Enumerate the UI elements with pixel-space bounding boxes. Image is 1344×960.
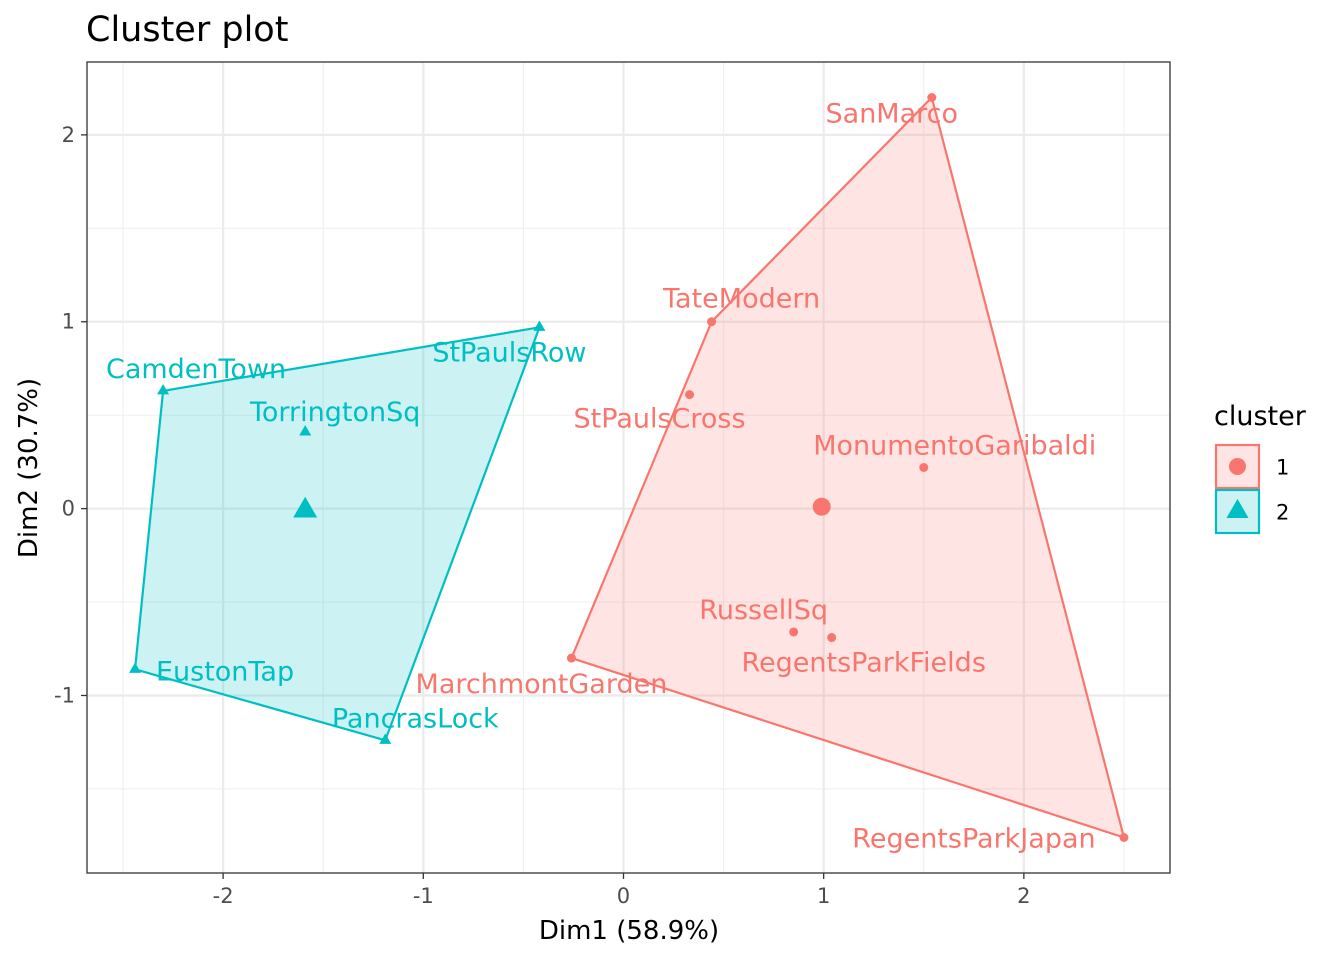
point-label: StPaulsRow	[432, 337, 586, 368]
grid-minor	[87, 62, 1170, 873]
point-label: PancrasLock	[332, 703, 499, 734]
cluster-1-point	[927, 93, 937, 103]
cluster-2-point	[157, 384, 170, 395]
x-tick-label: 2	[1017, 884, 1030, 908]
legend: cluster 1 2	[1214, 401, 1307, 535]
point-label: RussellSq	[699, 595, 828, 626]
chart-title: Cluster plot	[86, 10, 288, 50]
legend-label-2: 2	[1276, 501, 1289, 525]
cluster-1-point	[707, 317, 717, 327]
point-label: MonumentoGaribaldi	[813, 431, 1096, 462]
cluster-2-point	[299, 425, 312, 436]
cluster-2-point	[533, 320, 546, 331]
x-tick-label: 1	[817, 884, 830, 908]
y-tick-label: 0	[62, 497, 75, 521]
y-tick-label: 1	[62, 310, 75, 334]
point-label: RegentsParkFields	[741, 648, 985, 679]
y-tick-label: 2	[62, 123, 75, 147]
x-axis: -2 -1 0 1 2	[213, 873, 1031, 908]
grid-major	[87, 62, 1170, 873]
plot-panel: SanMarco TateModern StPaulsCross MonumentoG…	[86, 61, 1171, 874]
cluster-2-center	[293, 496, 318, 518]
legend-symbol-2	[1226, 498, 1249, 518]
point-label: RegentsParkJapan	[852, 823, 1095, 854]
panel-border	[86, 61, 1171, 874]
legend-symbol-1	[1229, 458, 1246, 475]
point-labels: SanMarco TateModern StPaulsCross MonumentoG…	[106, 99, 1096, 855]
cluster-1-point	[685, 390, 695, 400]
point-label: SanMarco	[826, 99, 959, 130]
x-tick-label: -1	[413, 884, 434, 908]
x-tick-label: -2	[213, 884, 234, 908]
y-tick-label: -1	[54, 683, 75, 707]
cluster-points	[129, 93, 1129, 842]
cluster-1-point	[789, 627, 799, 637]
cluster-hulls	[133, 95, 1126, 840]
legend-key-2	[1214, 488, 1261, 535]
y-axis: -1 0 1 2	[54, 123, 87, 707]
point-label: EustonTap	[156, 656, 294, 687]
panel-background	[87, 62, 1170, 873]
cluster-1-point	[827, 633, 837, 643]
legend-label-1: 1	[1276, 456, 1289, 480]
cluster-1-point	[919, 463, 929, 472]
cluster-2-point	[379, 733, 392, 744]
point-label: MarchmontGarden	[416, 669, 668, 700]
cluster-1-point	[566, 653, 576, 663]
x-axis-title: Dim1 (58.9%)	[539, 916, 719, 946]
cluster-1-center	[812, 497, 831, 516]
y-axis-title: Dim2 (30.7%)	[14, 378, 44, 558]
legend-title: cluster	[1214, 401, 1307, 432]
x-tick-label: 0	[617, 884, 630, 908]
point-label: CamdenTown	[106, 354, 286, 385]
point-label: StPaulsCross	[574, 404, 746, 435]
point-label: TorringtonSq	[249, 397, 420, 428]
point-label: TateModern	[662, 284, 820, 315]
cluster-centers	[293, 496, 831, 518]
cluster-1-point	[1119, 832, 1129, 842]
cluster-2-point	[129, 662, 142, 673]
